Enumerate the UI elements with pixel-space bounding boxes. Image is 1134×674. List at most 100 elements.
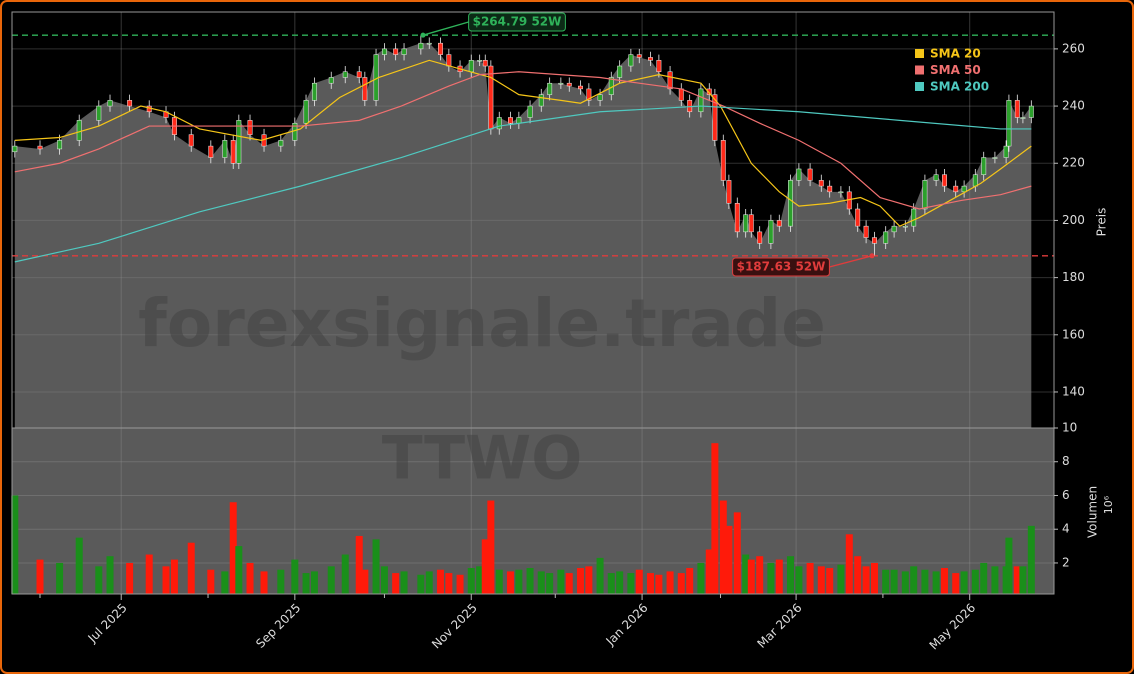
candle-body xyxy=(208,145,214,158)
volume-bar xyxy=(170,559,178,594)
candle-body xyxy=(628,54,634,67)
volume-bar xyxy=(476,566,484,594)
candle-body xyxy=(76,120,82,141)
volume-bar xyxy=(392,573,400,594)
candle-body xyxy=(933,174,939,181)
volume-bar xyxy=(1005,537,1013,594)
candle-body xyxy=(891,225,897,233)
candle-body xyxy=(981,157,987,175)
candle-body xyxy=(468,60,474,73)
volume-bar xyxy=(686,568,694,594)
y-axis-label: Preis xyxy=(1095,208,1109,237)
legend-label: SMA 200 xyxy=(930,80,989,94)
volume-bar xyxy=(565,573,573,594)
volume-bar xyxy=(162,566,170,594)
candle-body xyxy=(188,134,194,147)
volume-bar xyxy=(742,554,750,594)
candle-body xyxy=(538,94,544,107)
candle-body xyxy=(992,157,998,159)
y-tick-label: 4 xyxy=(1062,522,1070,536)
volume-bar xyxy=(697,562,705,594)
candle-body xyxy=(1003,145,1009,158)
candle-body xyxy=(636,54,642,58)
candle-body xyxy=(712,94,718,141)
candle-body xyxy=(1014,100,1020,118)
candle-body xyxy=(527,105,533,118)
volume-bar xyxy=(733,512,741,594)
volume-bar xyxy=(775,559,783,594)
volume-bar xyxy=(467,568,475,594)
volume-bar xyxy=(515,569,523,594)
annotation-arrowhead xyxy=(420,32,426,38)
legend-label: SMA 50 xyxy=(930,63,981,77)
volume-bar xyxy=(95,566,103,594)
volume-bar xyxy=(596,557,604,594)
candle-body xyxy=(972,174,978,187)
volume-bar xyxy=(806,562,814,594)
y-tick-label: 180 xyxy=(1062,270,1085,284)
volume-bar xyxy=(291,559,299,594)
candle-body xyxy=(757,231,763,244)
candle-body xyxy=(706,88,712,95)
candle-body xyxy=(311,82,317,101)
volume-bar xyxy=(971,569,979,594)
volume-bar xyxy=(817,566,825,594)
candle-body xyxy=(496,117,502,130)
volume-bar xyxy=(11,495,19,594)
volume-bar xyxy=(277,569,285,594)
y-tick-label: 2 xyxy=(1062,555,1070,569)
volume-bar xyxy=(767,562,775,594)
volume-bar xyxy=(380,566,388,594)
volume-bar xyxy=(655,574,663,594)
candle-body xyxy=(230,140,236,164)
volume-bar xyxy=(705,549,713,594)
candle-body xyxy=(222,140,228,158)
y-tick-label: 140 xyxy=(1062,384,1085,398)
volume-bar xyxy=(145,554,153,594)
candle-body xyxy=(303,100,309,124)
volume-bar xyxy=(826,568,834,594)
candle-body xyxy=(482,60,488,67)
candle-body xyxy=(426,42,432,45)
candle-body xyxy=(942,174,947,187)
candle-body xyxy=(807,168,813,181)
volume-bar xyxy=(677,573,685,594)
volume-bar xyxy=(235,546,243,594)
volume-bar xyxy=(126,562,134,594)
volume-bar xyxy=(795,566,803,594)
candle-body xyxy=(488,65,494,130)
watermark: forexsignale.trade xyxy=(138,285,826,362)
candle-body xyxy=(1028,105,1034,118)
candle-body xyxy=(911,208,917,227)
volume-bar xyxy=(310,571,318,594)
volume-bar xyxy=(1019,566,1027,594)
candle-body xyxy=(578,85,583,90)
candle-body xyxy=(734,203,740,233)
volume-bar xyxy=(585,566,593,594)
volume-bar xyxy=(456,574,464,594)
volume-scale-label: 10⁶ xyxy=(1102,495,1115,514)
volume-bar xyxy=(327,566,335,594)
candle-body xyxy=(401,48,407,55)
volume-bar xyxy=(890,569,898,594)
annotation-arrow xyxy=(422,21,469,36)
candle-body xyxy=(698,88,704,113)
plot-layer xyxy=(11,12,1054,594)
candle-body xyxy=(743,214,749,233)
volume-bar xyxy=(557,569,565,594)
volume-bar xyxy=(870,562,878,594)
volume-bar xyxy=(719,500,727,594)
sma-line xyxy=(14,105,1032,263)
annotation-label: $264.79 52W xyxy=(473,15,562,29)
y-tick-label: 6 xyxy=(1062,488,1070,502)
candle-body xyxy=(558,82,564,85)
y-tick-label: 200 xyxy=(1062,213,1085,227)
candle-body xyxy=(362,77,368,101)
candle-body xyxy=(883,231,889,244)
candle-body xyxy=(726,180,732,204)
candle-body xyxy=(393,48,399,55)
volume-bar xyxy=(882,569,890,594)
volume-bar xyxy=(921,569,929,594)
volume-bar xyxy=(495,569,503,594)
